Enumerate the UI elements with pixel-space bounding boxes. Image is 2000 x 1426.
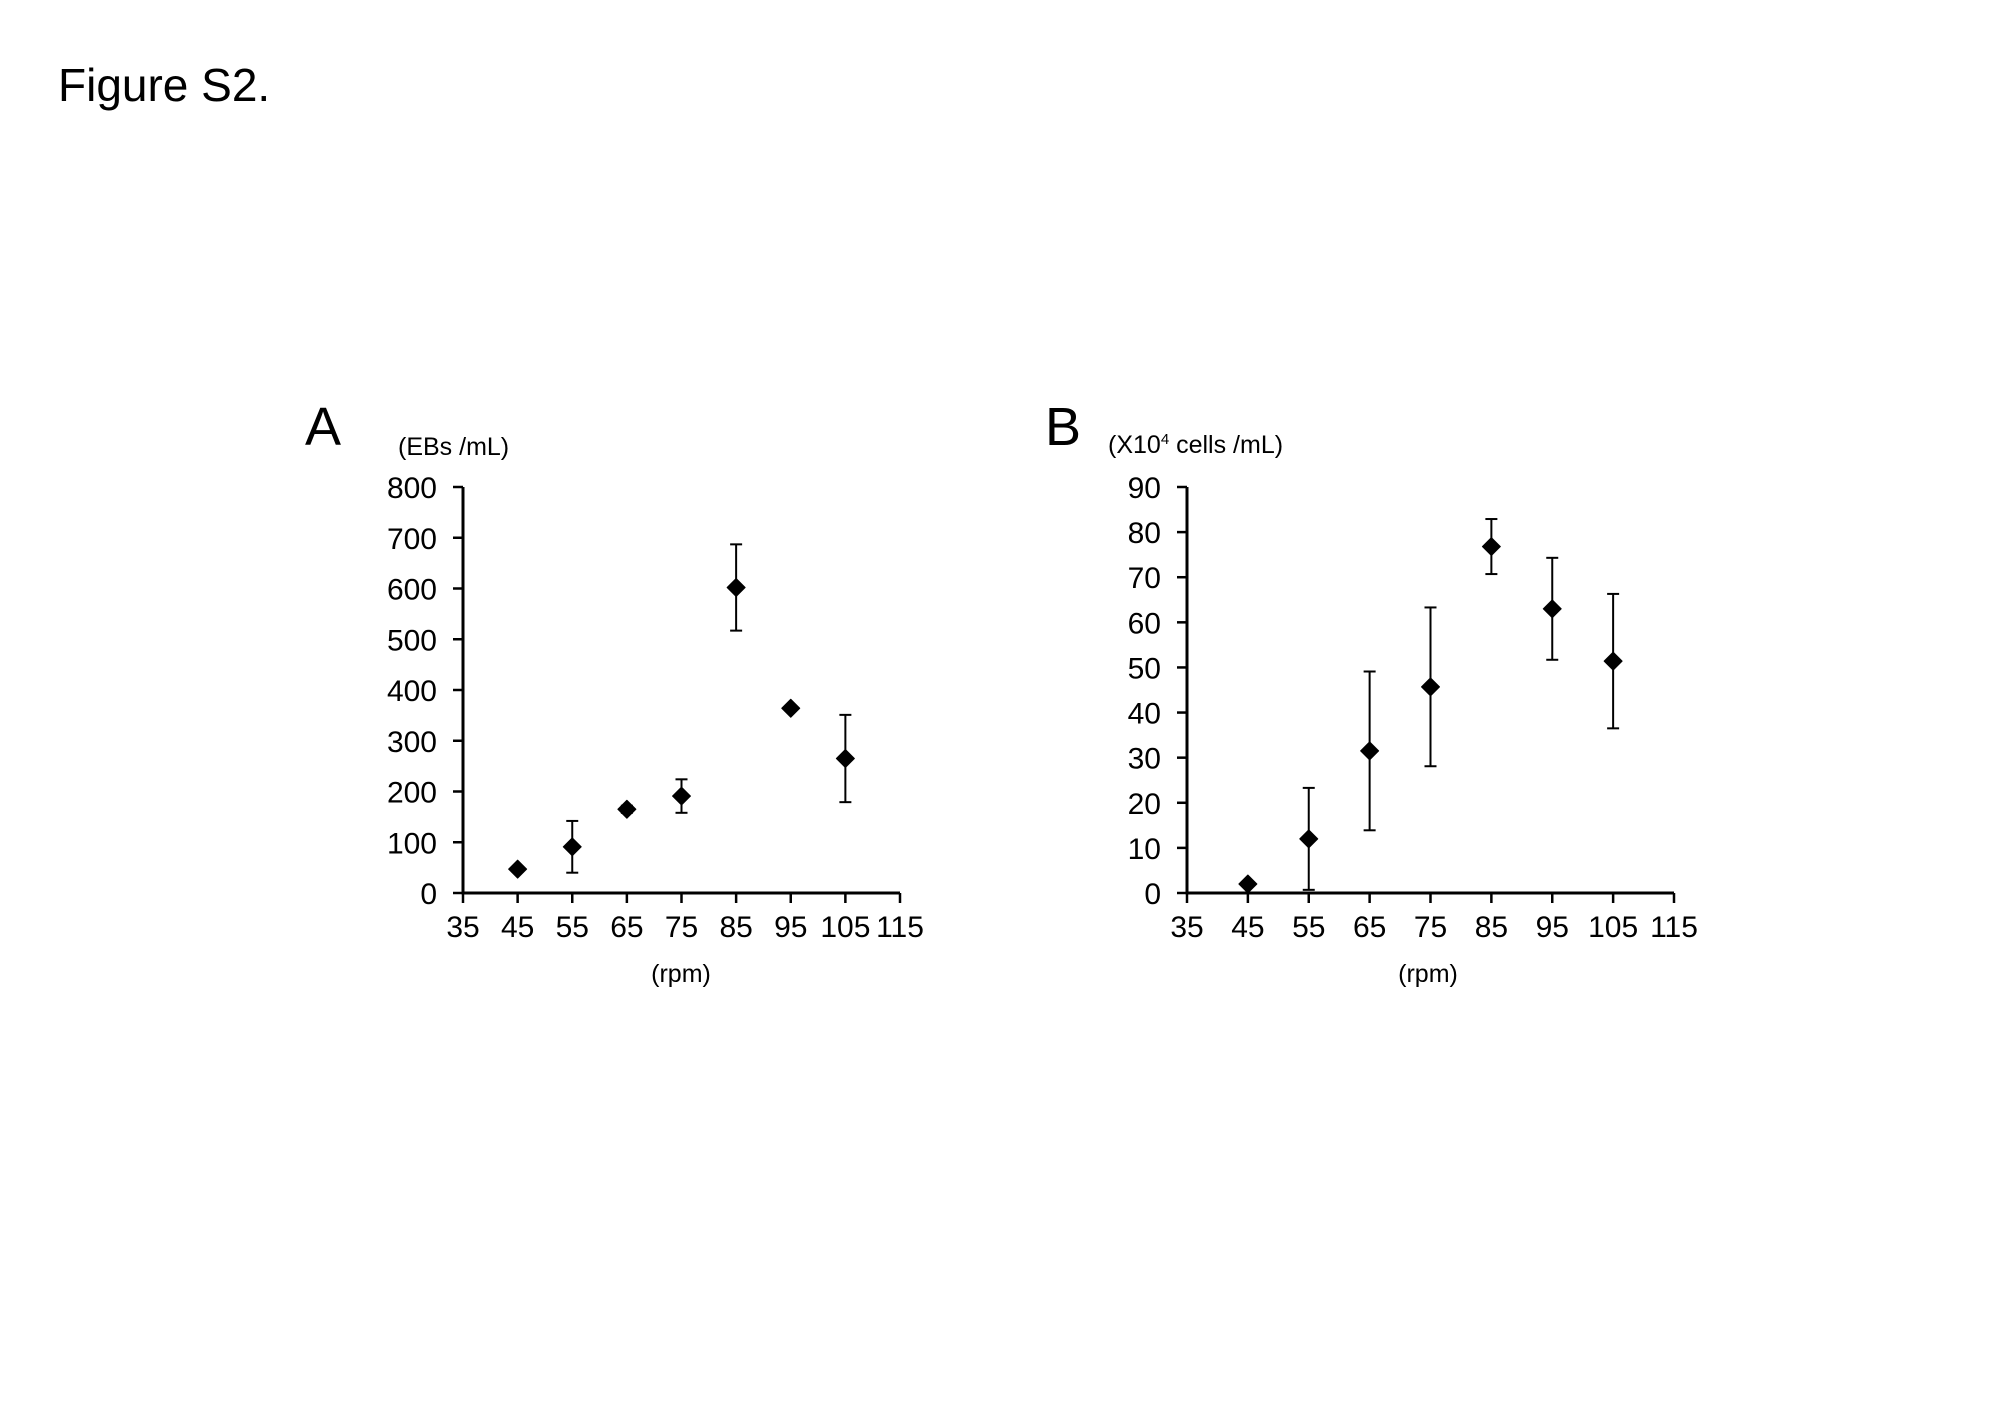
data-point-a-55 [562,819,582,874]
x-tick-label-a: 95 [774,911,807,944]
y-tick-label-b: 40 [1128,698,1161,731]
y-tick-label-b: 20 [1128,788,1161,821]
x-tick-label-b: 35 [1170,911,1203,944]
y-tick-label-a: 400 [387,675,437,708]
data-point-a-45 [508,859,528,879]
marker-a [508,859,528,879]
y-tick-label-a: 0 [420,878,437,911]
x-tick-label-b: 95 [1536,911,1569,944]
chart-panel-b: B (X104 cells /mL) (rpm) 0 10 20 30 40 50 60 70… [1045,397,1698,988]
y-tick-label-b: 70 [1128,562,1161,595]
y-tick-label-b: 60 [1128,607,1161,640]
x-tick-label-a: 35 [446,911,479,944]
y-tick-label-b: 0 [1144,878,1161,911]
data-point-b-55 [1299,786,1319,891]
data-point-b-45 [1238,874,1258,894]
plot-area-a: 0 100 200 300 400 500 600 700 800 35 45 55 65 75 85 95 1… [387,472,924,944]
y-tick-label-a: 600 [387,574,437,607]
x-tick-label-a: 55 [556,911,589,944]
y-axis-unit-sup-b: 4 [1161,431,1169,448]
chart-panel-a: A (EBs /mL) (rpm) 0 100 200 300 400 500 600 700… [305,397,924,988]
x-tick-label-b: 85 [1475,911,1508,944]
marker-b [1603,651,1623,671]
y-tick-label-b: 50 [1128,652,1161,685]
data-point-b-65 [1360,670,1380,832]
y-tick-label-a: 300 [387,726,437,759]
marker-b [1238,874,1258,894]
y-tick-label-b: 80 [1128,517,1161,550]
data-point-b-105 [1603,592,1623,730]
x-tick-label-b: 115 [1650,911,1698,944]
data-point-b-95 [1542,556,1562,661]
x-tick-label-b: 75 [1414,911,1447,944]
x-axis-label-a: (rpm) [651,960,711,988]
marker-a [617,799,637,819]
y-tick-label-b: 10 [1128,833,1161,866]
panel-label-b: B [1045,397,1081,457]
marker-a [726,577,746,597]
x-tick-label-a: 85 [719,911,752,944]
y-tick-label-a: 100 [387,827,437,860]
y-axis-unit-suffix-b: cells /mL) [1169,431,1283,459]
marker-a [781,698,801,718]
x-tick-label-b: 65 [1353,911,1386,944]
x-tick-label-a: 75 [665,911,698,944]
figure-title: Figure S2. [58,59,271,111]
data-point-a-105 [835,713,855,804]
y-tick-label-a: 500 [387,624,437,657]
x-tick-label-a: 65 [610,911,643,944]
marker-b [1360,741,1380,761]
y-tick-label-a: 800 [387,472,437,505]
data-point-a-95 [781,698,801,718]
marker-a [562,837,582,857]
data-point-b-75 [1421,606,1440,768]
y-axis-unit-label-a: (EBs /mL) [398,433,509,461]
data-point-b-85 [1481,518,1501,576]
y-tick-label-b: 90 [1128,472,1161,505]
x-tick-label-b: 105 [1588,911,1638,944]
marker-b [1481,537,1501,557]
x-tick-label-b: 55 [1292,911,1325,944]
y-tick-label-a: 700 [387,523,437,556]
marker-b [1542,599,1562,619]
data-point-a-75 [672,778,691,814]
marker-a [835,749,855,769]
plot-area-b: 0 10 20 30 40 50 60 70 80 90 35 45 55 65 75 85 95 105 115 [1128,472,1698,944]
data-point-a-85 [726,543,746,632]
x-axis-label-b: (rpm) [1398,960,1458,988]
y-axis-unit-label-b: (X104 cells /mL) [1108,431,1283,459]
marker-b [1421,677,1440,697]
x-tick-label-a: 105 [820,911,870,944]
data-point-a-65 [617,799,637,819]
x-tick-label-a: 45 [501,911,534,944]
x-tick-label-b: 45 [1231,911,1264,944]
marker-b [1299,829,1319,849]
marker-a [672,786,691,806]
y-tick-label-b: 30 [1128,743,1161,776]
panel-label-a: A [305,397,341,457]
x-tick-label-a: 115 [876,911,924,944]
y-axis-unit-prefix-b: (X10 [1108,431,1161,459]
y-tick-label-a: 200 [387,777,437,810]
